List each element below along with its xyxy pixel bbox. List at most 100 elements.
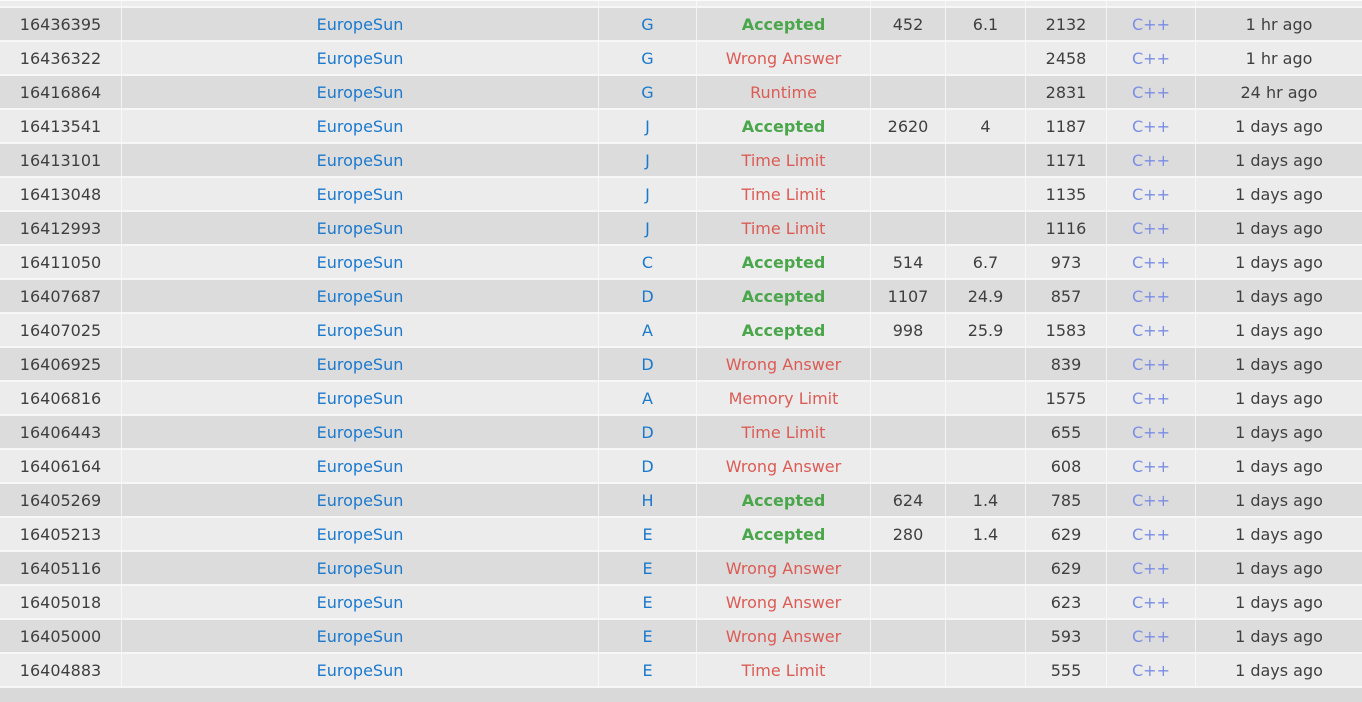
time-value: 998 (892, 320, 924, 340)
cell-memory: 25.9 (945, 314, 1025, 346)
cell-length: 655 (1025, 416, 1106, 448)
problem-link[interactable]: H (641, 490, 654, 510)
submitted-ago-text: 1 days ago (1235, 320, 1323, 340)
cell-problem: J (598, 110, 696, 142)
problem-link[interactable]: C (641, 252, 654, 272)
cell-verdict: Time Limit (696, 178, 870, 210)
user-link[interactable]: EuropeSun (316, 422, 404, 442)
user-link[interactable]: EuropeSun (316, 82, 404, 102)
verdict-text: Accepted (741, 286, 826, 306)
cell-submitted-ago: 1 days ago (1195, 586, 1362, 618)
cell-language: C++ (1106, 620, 1195, 652)
user-link[interactable]: EuropeSun (316, 184, 404, 204)
clipped-cell (870, 1, 945, 6)
problem-link[interactable]: J (645, 218, 650, 238)
cell-language: C++ (1106, 42, 1195, 74)
language-link[interactable]: C++ (1132, 388, 1170, 408)
user-link[interactable]: EuropeSun (316, 320, 404, 340)
user-link[interactable]: EuropeSun (316, 490, 404, 510)
language-link[interactable]: C++ (1132, 354, 1170, 374)
time-value: 2620 (887, 116, 929, 136)
problem-link[interactable]: J (645, 116, 650, 136)
problem-link[interactable]: D (641, 422, 654, 442)
language-link[interactable]: C++ (1132, 626, 1170, 646)
cell-run-id: 16412993 (0, 212, 121, 244)
user-link[interactable]: EuropeSun (316, 456, 404, 476)
language-link[interactable]: C++ (1132, 592, 1170, 612)
problem-link[interactable]: D (641, 354, 654, 374)
time-value: 280 (892, 524, 924, 544)
submission-row: 16413048 EuropeSun J Time Limit 1135 C++… (0, 176, 1362, 210)
verdict-text: Time Limit (741, 150, 826, 170)
length-value: 623 (1050, 592, 1082, 612)
time-value: 1107 (887, 286, 929, 306)
submitted-ago-text: 1 days ago (1235, 456, 1323, 476)
problem-link[interactable]: E (642, 626, 653, 646)
language-link[interactable]: C++ (1132, 320, 1170, 340)
cell-time (870, 450, 945, 482)
problem-link[interactable]: G (641, 48, 654, 68)
problem-link[interactable]: J (645, 150, 650, 170)
submitted-ago-text: 1 hr ago (1245, 14, 1313, 34)
language-link[interactable]: C++ (1132, 524, 1170, 544)
user-link[interactable]: EuropeSun (316, 286, 404, 306)
language-link[interactable]: C++ (1132, 490, 1170, 510)
cell-time (870, 144, 945, 176)
problem-link[interactable]: E (642, 524, 653, 544)
cell-length: 857 (1025, 280, 1106, 312)
run-id-text: 16406164 (19, 456, 102, 476)
problem-link[interactable]: E (642, 592, 653, 612)
problem-link[interactable]: D (641, 286, 654, 306)
user-link[interactable]: EuropeSun (316, 218, 404, 238)
cell-memory (945, 348, 1025, 380)
language-link[interactable]: C++ (1132, 150, 1170, 170)
run-id-text: 16406816 (19, 388, 102, 408)
user-link[interactable]: EuropeSun (316, 116, 404, 136)
problem-link[interactable]: A (642, 388, 653, 408)
user-link[interactable]: EuropeSun (316, 592, 404, 612)
language-link[interactable]: C++ (1132, 252, 1170, 272)
cell-length: 973 (1025, 246, 1106, 278)
cell-user: EuropeSun (121, 484, 598, 516)
cell-user: EuropeSun (121, 246, 598, 278)
language-link[interactable]: C++ (1132, 14, 1170, 34)
run-id-text: 16404883 (19, 660, 102, 680)
cell-problem: D (598, 348, 696, 380)
language-link[interactable]: C++ (1132, 116, 1170, 136)
user-link[interactable]: EuropeSun (316, 354, 404, 374)
user-link[interactable]: EuropeSun (316, 388, 404, 408)
problem-link[interactable]: G (641, 82, 654, 102)
language-link[interactable]: C++ (1132, 48, 1170, 68)
language-link[interactable]: C++ (1132, 184, 1170, 204)
user-link[interactable]: EuropeSun (316, 14, 404, 34)
user-link[interactable]: EuropeSun (316, 252, 404, 272)
user-link[interactable]: EuropeSun (316, 626, 404, 646)
user-link[interactable]: EuropeSun (316, 150, 404, 170)
user-link[interactable]: EuropeSun (316, 558, 404, 578)
memory-value: 25.9 (967, 320, 1004, 340)
user-link[interactable]: EuropeSun (316, 660, 404, 680)
language-link[interactable]: C++ (1132, 456, 1170, 476)
language-link[interactable]: C++ (1132, 660, 1170, 680)
language-link[interactable]: C++ (1132, 422, 1170, 442)
problem-link[interactable]: J (645, 184, 650, 204)
cell-verdict: Wrong Answer (696, 620, 870, 652)
user-link[interactable]: EuropeSun (316, 48, 404, 68)
language-link[interactable]: C++ (1132, 218, 1170, 238)
language-link[interactable]: C++ (1132, 558, 1170, 578)
language-link[interactable]: C++ (1132, 286, 1170, 306)
cell-problem: J (598, 212, 696, 244)
problem-link[interactable]: E (642, 558, 653, 578)
submission-row: 16406925 EuropeSun D Wrong Answer 839 C+… (0, 346, 1362, 380)
cell-submitted-ago: 1 days ago (1195, 144, 1362, 176)
problem-link[interactable]: E (642, 660, 653, 680)
submission-row: 16412993 EuropeSun J Time Limit 1116 C++… (0, 210, 1362, 244)
user-link[interactable]: EuropeSun (316, 524, 404, 544)
language-link[interactable]: C++ (1132, 82, 1170, 102)
problem-link[interactable]: D (641, 456, 654, 476)
problem-link[interactable]: G (641, 14, 654, 34)
problem-link[interactable]: A (642, 320, 653, 340)
cell-language: C++ (1106, 280, 1195, 312)
submitted-ago-text: 1 days ago (1235, 524, 1323, 544)
